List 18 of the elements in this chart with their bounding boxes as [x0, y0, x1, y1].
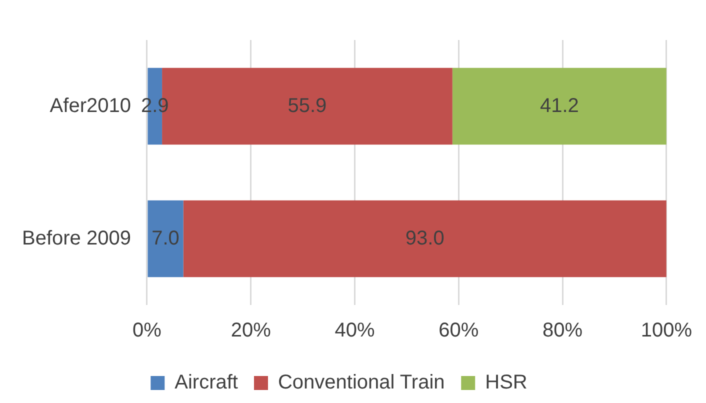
- x-tick-label: 100%: [640, 320, 692, 342]
- data-label: 93.0: [405, 227, 444, 250]
- y-tick-label: Afer2010: [50, 94, 131, 117]
- x-tick-label: 20%: [230, 320, 272, 342]
- y-tick-label: Before 2009: [22, 227, 131, 250]
- data-label: 7.0: [152, 227, 180, 250]
- legend-label: Aircraft: [174, 372, 238, 394]
- bar: [148, 200, 184, 278]
- data-label: 55.9: [288, 94, 327, 117]
- x-tick-label: 80%: [542, 320, 583, 342]
- bar: [452, 68, 666, 145]
- legend-label: HSR: [485, 372, 528, 394]
- x-tick-label: 40%: [334, 320, 375, 342]
- x-tick-label: 0%: [132, 320, 162, 342]
- data-label: 41.2: [540, 94, 579, 117]
- x-tick-label: 60%: [438, 320, 479, 342]
- bar: [183, 200, 666, 278]
- legend-label: Conventional Train: [278, 372, 445, 394]
